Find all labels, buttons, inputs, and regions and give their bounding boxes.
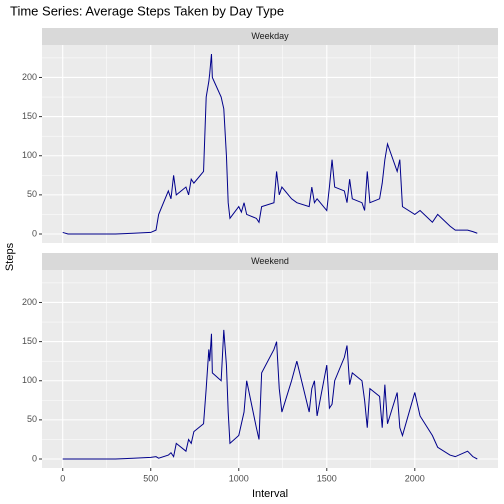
x-tick-label: 2000 [405, 473, 425, 483]
y-tick-label: 50 [27, 414, 37, 424]
panel [42, 270, 498, 468]
x-tick-label: 1000 [229, 473, 249, 483]
y-tick-label: 200 [22, 72, 37, 82]
y-tick-label: 100 [22, 375, 37, 385]
y-tick-label: 0 [32, 228, 37, 238]
x-axis-title: Interval [252, 488, 288, 500]
series-line [62, 329, 478, 460]
x-tick-label: 0 [60, 473, 65, 483]
series-line [62, 53, 478, 235]
y-tick-label: 100 [22, 150, 37, 160]
y-tick-label: 0 [32, 453, 37, 463]
strip [42, 28, 498, 45]
chart-title: Time Series: Average Steps Taken by Day … [10, 3, 284, 18]
y-tick-label: 200 [22, 297, 37, 307]
y-tick-label: 50 [27, 189, 37, 199]
x-tick-label: 1500 [317, 473, 337, 483]
strip [42, 253, 498, 270]
x-tick-label: 500 [143, 473, 158, 483]
strip-label: Weekend [251, 256, 289, 266]
y-axis-title: Steps [4, 242, 16, 271]
panel [42, 45, 498, 243]
y-tick-label: 150 [22, 336, 37, 346]
strip-label: Weekday [251, 31, 289, 41]
y-tick-label: 150 [22, 111, 37, 121]
